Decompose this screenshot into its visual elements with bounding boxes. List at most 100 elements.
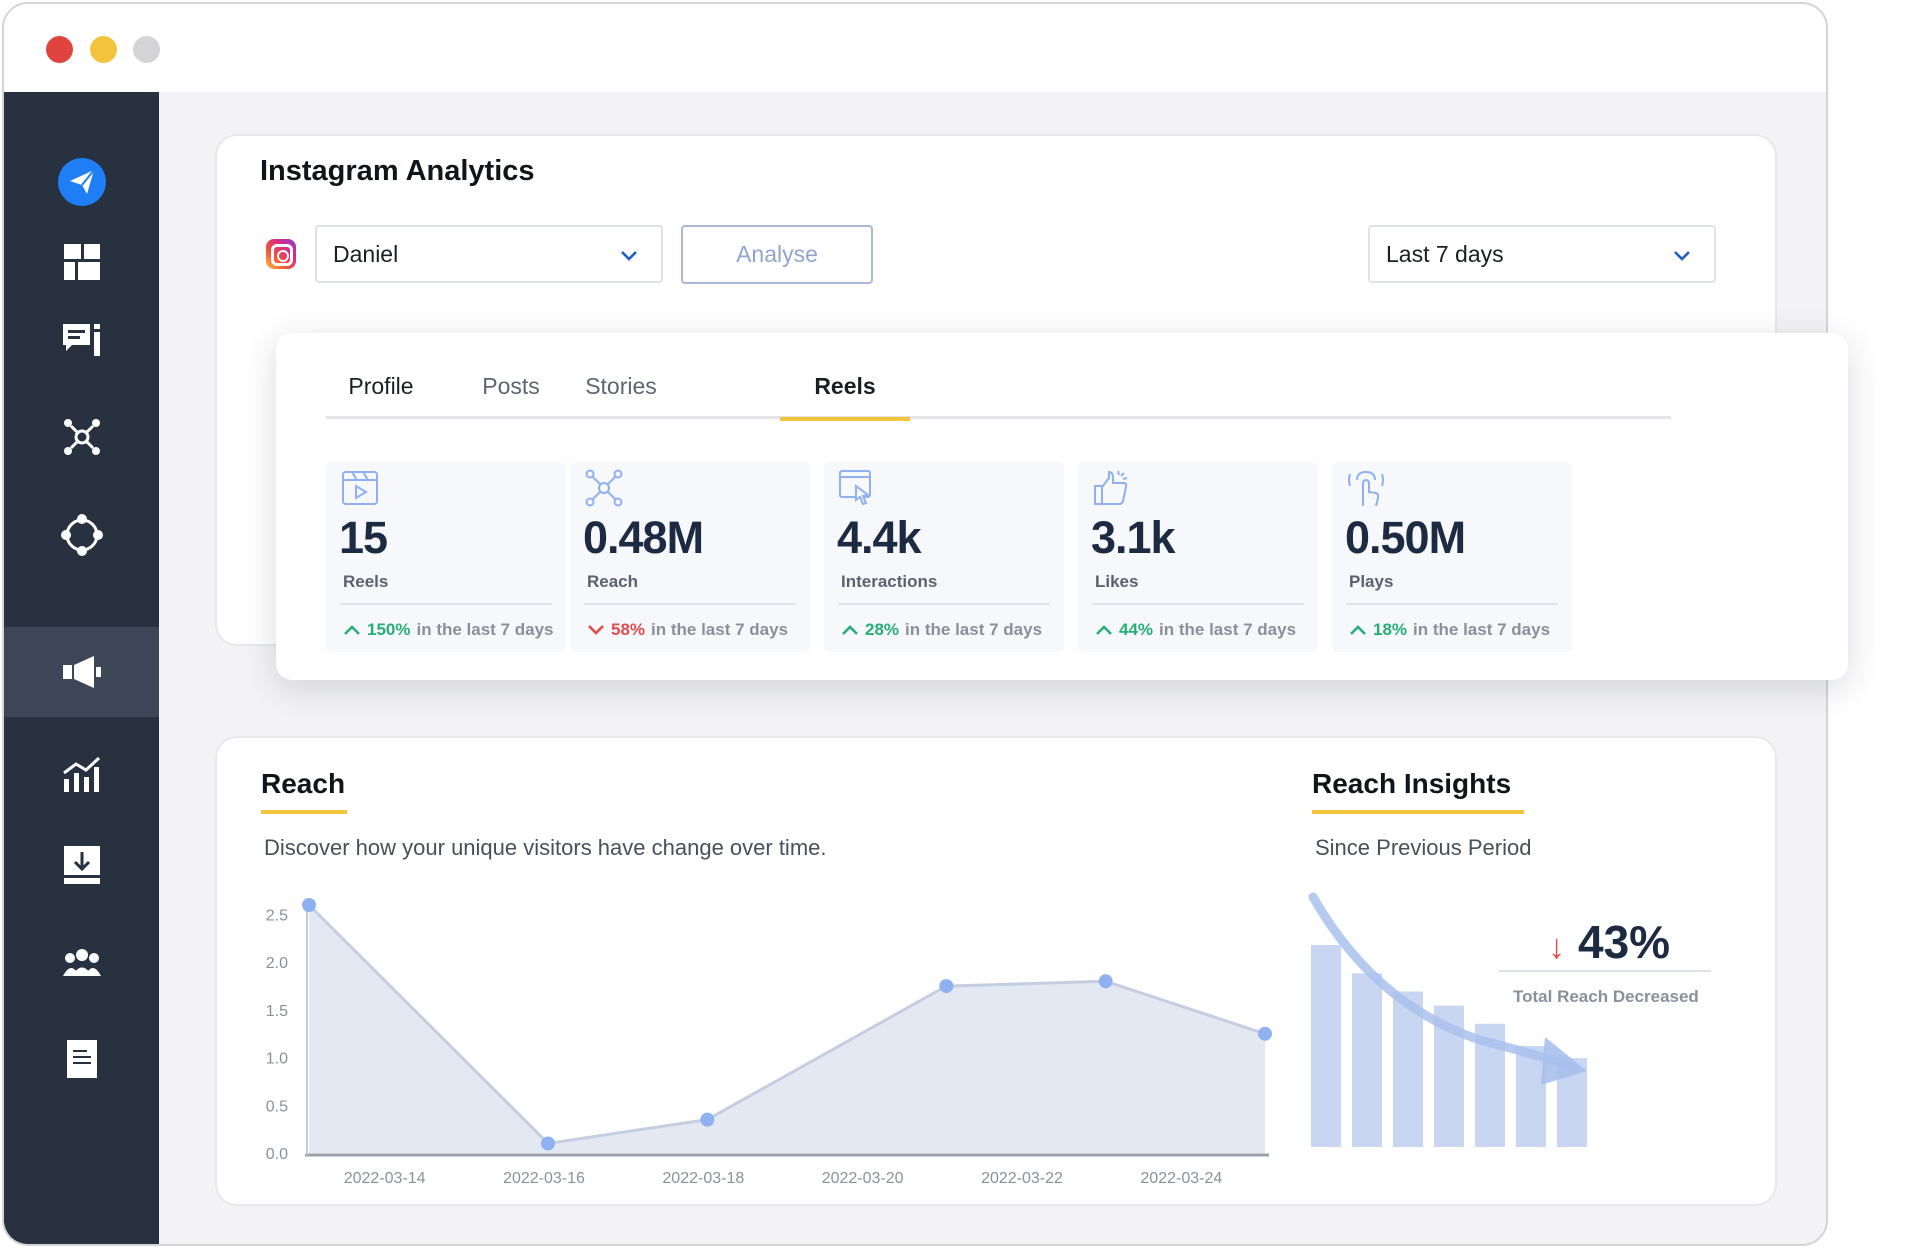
reach-line — [307, 903, 1266, 1146]
reach-decrease-graphic — [1308, 892, 1587, 1147]
stat-change-percent: 44% — [1119, 620, 1154, 639]
stat-label: Reels — [343, 572, 389, 591]
data-point — [1098, 974, 1113, 989]
reel-icon — [342, 471, 378, 505]
download-icon — [63, 846, 100, 884]
tab-stories[interactable]: Stories — [585, 373, 657, 399]
stat-change-percent: 28% — [865, 620, 900, 639]
arrow-down-icon — [588, 625, 604, 635]
stat-change-percent: 18% — [1373, 620, 1408, 639]
date-range-value: Last 7 days — [1386, 240, 1504, 267]
stat-value: 0.48M — [583, 512, 704, 563]
sidebar-item-send[interactable] — [4, 137, 159, 227]
y-tick-label: 0.0 — [266, 1146, 288, 1163]
y-tick-label: 1.0 — [266, 1051, 288, 1068]
chevron-down-icon — [1674, 251, 1690, 261]
reach-subtitle: Discover how your unique visitors have c… — [264, 835, 827, 860]
sidebar-item-integrations[interactable] — [4, 490, 159, 580]
reach-icon — [585, 469, 623, 507]
instagram-logo-icon — [266, 239, 296, 269]
y-tick-label: 2.0 — [266, 955, 288, 972]
y-tick-label: 0.5 — [266, 1098, 288, 1115]
insight-bar — [1352, 973, 1382, 1147]
sidebar-item-documents[interactable] — [4, 1014, 159, 1104]
analytics-tabs: Profile Posts Stories Reels — [326, 373, 1671, 421]
insight-bar — [1311, 945, 1341, 1147]
stat-divider — [584, 603, 796, 605]
page-title: Instagram Analytics — [260, 155, 535, 187]
dashboard-icon — [63, 244, 100, 280]
megaphone-icon — [62, 656, 101, 688]
reach-title-underline — [261, 810, 347, 814]
account-select[interactable]: Daniel — [315, 225, 663, 283]
stat-change-period: in the last 7 days — [651, 620, 789, 639]
x-tick-label: 2022-03-20 — [822, 1170, 904, 1187]
stat-card-interactions: 4.4k Interactions 28% in the last 7 days — [824, 462, 1064, 652]
reach-insights-divider — [1499, 970, 1711, 972]
messages-icon — [62, 324, 100, 356]
tab-posts[interactable]: Posts — [482, 373, 540, 399]
sidebar-item-team[interactable] — [4, 917, 159, 1007]
stat-value: 3.1k — [1091, 512, 1176, 563]
plays-icon — [1348, 470, 1384, 507]
team-icon — [62, 949, 101, 976]
stat-card-reach: 0.48M Reach 58% in the last 7 days — [570, 462, 810, 652]
reach-insights-caption: Total Reach Decreased — [1513, 987, 1699, 1006]
interactions-icon — [839, 470, 871, 506]
account-select-value: Daniel — [333, 240, 399, 267]
stat-change: 18% in the last 7 days — [1349, 620, 1550, 640]
sidebar-item-campaigns[interactable] — [4, 627, 159, 717]
stat-change: 28% in the last 7 days — [841, 620, 1042, 640]
stat-label: Plays — [1349, 572, 1394, 591]
likes-icon — [1094, 470, 1128, 505]
sidebar-item-network[interactable] — [4, 392, 159, 482]
network-icon — [63, 419, 100, 455]
y-tick-label: 2.5 — [266, 908, 288, 925]
arrow-down-icon: ↓ — [1548, 928, 1565, 966]
stat-change-period: in the last 7 days — [1413, 620, 1551, 639]
stat-card-plays: 0.50M Plays 18% in the last 7 days — [1332, 462, 1572, 652]
tab-profile[interactable]: Profile — [348, 373, 414, 399]
analyse-button[interactable]: Analyse — [681, 225, 873, 284]
stat-change-period: in the last 7 days — [416, 620, 554, 639]
trend-arrow-head — [1541, 1037, 1587, 1085]
data-point — [302, 898, 316, 912]
sidebar-item-dashboard[interactable] — [4, 217, 159, 307]
sidebar-item-analytics[interactable] — [4, 729, 159, 819]
reach-insights-title: Reach Insights — [1312, 768, 1512, 799]
sidebar — [4, 92, 159, 1244]
zoom-window-button[interactable] — [133, 36, 160, 63]
stat-change: 58% in the last 7 days — [587, 620, 788, 640]
arrow-up-icon — [344, 625, 360, 635]
data-point — [541, 1136, 555, 1151]
stat-change-percent: 150% — [367, 620, 411, 639]
minimize-window-button[interactable] — [90, 36, 117, 63]
x-tick-label: 2022-03-16 — [503, 1170, 585, 1187]
stat-change-period: in the last 7 days — [1159, 620, 1297, 639]
stat-value: 0.50M — [1345, 512, 1466, 563]
stat-value: 4.4k — [837, 512, 922, 563]
data-point — [700, 1112, 715, 1127]
tab-reels[interactable]: Reels — [814, 373, 876, 399]
close-window-button[interactable] — [46, 36, 73, 63]
stat-card-reels: 15 Reels 150% in the last 7 days — [326, 462, 566, 652]
x-tick-label: 2022-03-14 — [344, 1170, 426, 1187]
reach-insights-subtitle: Since Previous Period — [1315, 835, 1532, 860]
stat-label: Likes — [1095, 572, 1139, 591]
x-tick-label: 2022-03-22 — [981, 1170, 1063, 1187]
integrations-icon — [60, 514, 103, 556]
arrow-up-icon — [1350, 625, 1366, 635]
stat-divider — [1346, 603, 1558, 605]
title-bar — [4, 4, 1826, 92]
sidebar-item-messages[interactable] — [4, 295, 159, 385]
sidebar-item-download[interactable] — [4, 820, 159, 910]
reach-area — [309, 905, 1265, 1153]
stat-card-likes: 3.1k Likes 44% in the last 7 days — [1078, 462, 1318, 652]
chevron-down-icon — [621, 251, 637, 261]
date-range-select[interactable]: Last 7 days — [1368, 225, 1716, 283]
data-point — [1258, 1026, 1272, 1041]
stat-change: 150% in the last 7 days — [343, 620, 553, 640]
stat-divider — [340, 603, 552, 605]
reach-insights-underline — [1312, 810, 1524, 814]
reach-chart: 0.0 0.5 1.0 1.5 2.0 2.5 2022-03-14 2022-03-16 20… — [266, 898, 1272, 1187]
